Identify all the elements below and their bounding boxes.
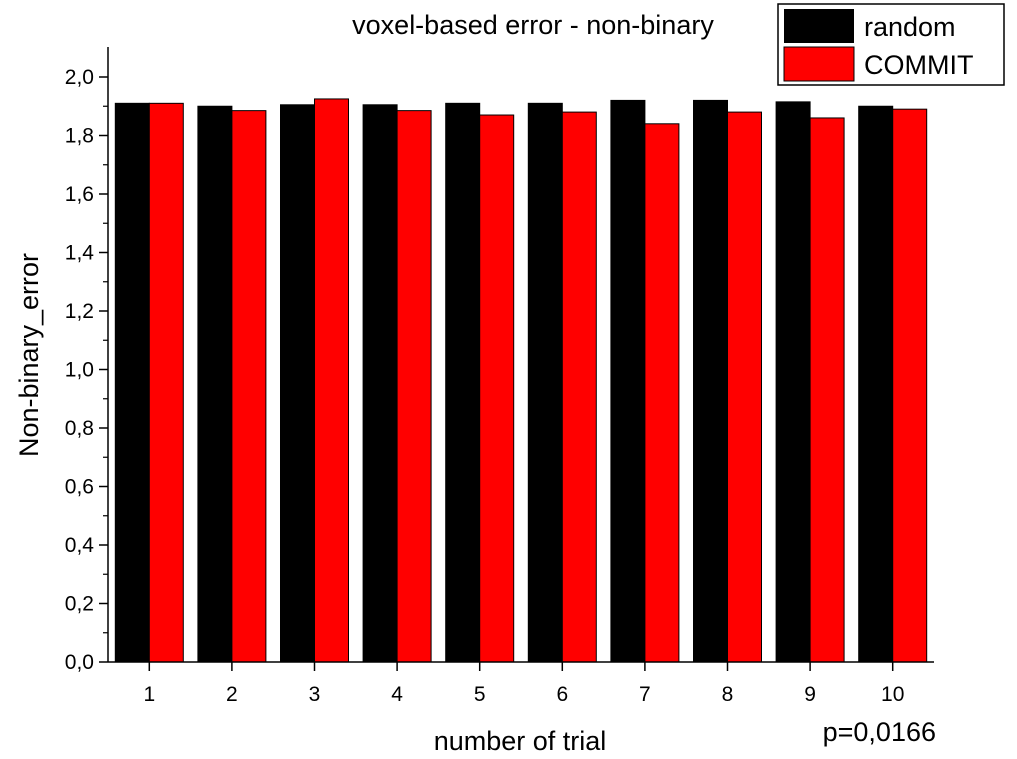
x-tick-label-7: 7 — [639, 683, 651, 706]
bar-random-2 — [197, 105, 233, 663]
y-tick-label-9: 1,8 — [65, 125, 94, 148]
bar-commit-1 — [148, 102, 184, 663]
legend: random COMMIT — [777, 3, 1005, 86]
y-tick-label-6: 1,2 — [65, 300, 94, 323]
y-axis-label: Non-binary_error — [14, 253, 44, 457]
chart-title: voxel-based error - non-binary — [352, 10, 714, 40]
bar-random-4 — [362, 104, 398, 663]
legend-swatch-commit — [783, 46, 855, 82]
p-value-annotation: p=0,0166 — [823, 717, 936, 747]
bar-commit-4 — [396, 110, 432, 663]
bar-commit-9 — [809, 117, 845, 663]
x-tick-label-4: 4 — [391, 683, 403, 706]
y-tick-label-1: 0,2 — [65, 593, 94, 616]
bar-commit-5 — [479, 114, 515, 663]
legend-swatch-random — [784, 9, 854, 43]
bar-random-3 — [280, 104, 315, 663]
x-tick-label-5: 5 — [474, 683, 486, 706]
y-tick-label-7: 1,4 — [65, 242, 95, 265]
legend-label-commit: COMMIT — [864, 50, 973, 80]
x-tick-label-1: 1 — [143, 683, 155, 706]
x-axis-label: number of trial — [434, 726, 607, 756]
bar-commit-6 — [561, 111, 597, 663]
bar-random-6 — [527, 102, 563, 663]
bar-random-5 — [445, 102, 481, 663]
bar-random-8 — [693, 99, 728, 663]
bar-commit-3 — [314, 98, 349, 663]
bar-commit-8 — [727, 111, 762, 663]
bar-commit-10 — [892, 108, 928, 663]
bar-random-7 — [610, 99, 646, 663]
x-tick-label-6: 6 — [556, 683, 568, 706]
legend-label-random: random — [864, 12, 956, 42]
x-tick-label-8: 8 — [722, 683, 734, 706]
bar-random-10 — [858, 105, 894, 663]
x-tick-label-2: 2 — [226, 683, 238, 706]
y-tick-label-2: 0,4 — [65, 534, 95, 557]
axes-layer: 1 2 3 4 5 6 7 8 9 10 0,0 0,2 0,4 0,6 0,8 1,0 1,2 1,4 1,6 1,… — [65, 47, 934, 706]
y-tick-label-0: 0,0 — [65, 651, 94, 674]
bar-random-9 — [775, 101, 811, 663]
x-tick-label-9: 9 — [804, 683, 816, 706]
x-tick-label-3: 3 — [309, 683, 321, 706]
bars-layer — [114, 98, 928, 663]
bar-commit-2 — [231, 110, 267, 663]
y-tick-label-5: 1,0 — [65, 359, 94, 382]
x-tick-label-10: 10 — [881, 683, 904, 706]
y-tick-label-8: 1,6 — [65, 183, 94, 206]
y-tick-label-4: 0,8 — [65, 417, 94, 440]
bar-random-1 — [114, 102, 150, 663]
y-tick-label-3: 0,6 — [65, 476, 94, 499]
y-tick-label-10: 2,0 — [65, 66, 94, 89]
bar-commit-7 — [644, 123, 680, 663]
